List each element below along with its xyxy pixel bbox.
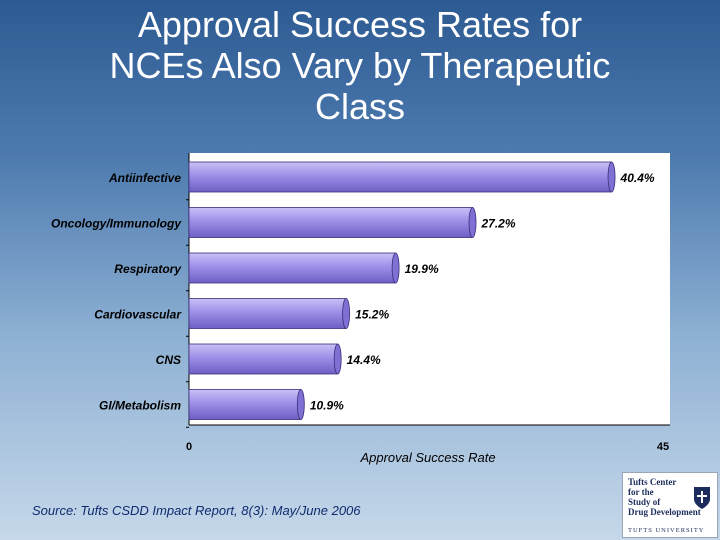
logo-line-1: Tufts Center	[628, 477, 677, 487]
category-label: Oncology/Immunology	[51, 217, 182, 231]
value-label: 10.9%	[310, 399, 344, 413]
value-label: 19.9%	[405, 262, 439, 276]
category-label: Antiinfective	[108, 171, 181, 185]
bar-respiratory	[188, 252, 400, 284]
x-tick-label: 0	[186, 441, 192, 453]
category-label: GI/Metabolism	[99, 399, 181, 413]
value-label: 40.4%	[620, 171, 655, 185]
bar-cns	[188, 343, 342, 375]
logo-university: TUFTS UNIVERSITY	[628, 527, 705, 534]
category-label: Respiratory	[114, 262, 182, 276]
logo-line-4: Drug Development	[628, 507, 701, 517]
source-citation: Source: Tufts CSDD Impact Report, 8(3): …	[32, 503, 361, 518]
category-label: Cardiovascular	[94, 308, 182, 322]
plot-area	[189, 153, 670, 425]
university-seal-icon	[694, 487, 710, 509]
slide-title: Approval Success Rates for NCEs Also Var…	[0, 4, 720, 127]
title-line-3: Class	[314, 86, 406, 127]
bar-cardiovascular	[188, 298, 351, 329]
title-line-1: Approval Success Rates for	[137, 4, 583, 45]
logo-text: Tufts Center for the Study of Drug Devel…	[628, 477, 701, 517]
value-label: 15.2%	[355, 308, 389, 322]
title-line-2: NCEs Also Vary by Therapeutic	[109, 45, 611, 86]
value-label: 27.2%	[481, 217, 516, 231]
bar-gi-metabolism	[188, 389, 305, 420]
x-axis-title: Approval Success Rate	[359, 450, 495, 465]
logo-line-2: for the	[628, 487, 654, 497]
value-label: 14.4%	[347, 353, 381, 367]
bar-oncology-immunology	[188, 207, 477, 238]
x-tick-label: 45	[657, 441, 669, 453]
tufts-csdd-logo: Tufts Center for the Study of Drug Devel…	[622, 472, 718, 538]
category-label: CNS	[156, 353, 181, 367]
bar-antiinfective	[188, 161, 616, 193]
logo-line-3: Study of	[628, 497, 661, 507]
